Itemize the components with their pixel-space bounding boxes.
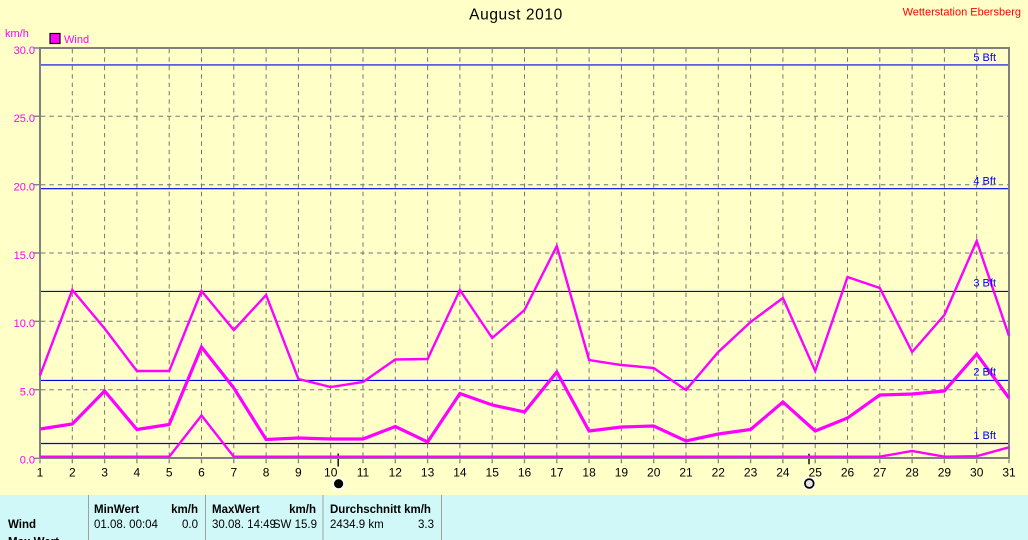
svg-text:10: 10 — [324, 465, 338, 479]
svg-text:Wind: Wind — [64, 34, 89, 46]
svg-text:August 2010: August 2010 — [469, 7, 563, 24]
svg-text:30.0: 30.0 — [14, 45, 35, 57]
svg-text:3 Bft: 3 Bft — [973, 277, 996, 289]
svg-text:17: 17 — [550, 465, 564, 479]
svg-text:MaxWert: MaxWert — [212, 504, 260, 516]
svg-text:26: 26 — [841, 465, 855, 479]
svg-text:27: 27 — [873, 465, 887, 479]
svg-text:6: 6 — [198, 465, 205, 479]
svg-text:10.0: 10.0 — [14, 318, 35, 330]
svg-text:5 Bft: 5 Bft — [973, 52, 996, 64]
svg-text:14: 14 — [453, 465, 467, 479]
svg-text:1 Bft: 1 Bft — [973, 430, 996, 442]
svg-text:23: 23 — [744, 465, 758, 479]
svg-text:12: 12 — [389, 465, 403, 479]
svg-text:2434.9 km: 2434.9 km — [330, 519, 384, 531]
svg-text:0.0: 0.0 — [20, 454, 35, 466]
svg-text:18: 18 — [582, 465, 596, 479]
svg-text:1: 1 — [37, 465, 44, 479]
svg-text:8: 8 — [263, 465, 270, 479]
svg-text:21: 21 — [679, 465, 693, 479]
svg-text:km/h: km/h — [171, 504, 198, 516]
svg-text:2 Bft: 2 Bft — [973, 367, 996, 379]
svg-text:25: 25 — [809, 465, 823, 479]
svg-text:13: 13 — [421, 465, 435, 479]
svg-text:5.0: 5.0 — [20, 387, 35, 399]
svg-text:Wind: Wind — [8, 519, 36, 531]
svg-text:Max Wert: Max Wert — [8, 537, 59, 540]
svg-text:01.08. 00:04: 01.08. 00:04 — [94, 519, 159, 531]
svg-text:30: 30 — [970, 465, 984, 479]
svg-text:4 Bft: 4 Bft — [973, 176, 996, 188]
svg-text:km/h: km/h — [289, 504, 316, 516]
svg-text:30.08. 14:49: 30.08. 14:49 — [212, 519, 276, 531]
svg-text:29: 29 — [938, 465, 952, 479]
svg-text:5: 5 — [166, 465, 173, 479]
svg-text:25.0: 25.0 — [14, 113, 35, 125]
svg-text:0.0: 0.0 — [182, 519, 198, 531]
svg-text:MinWert: MinWert — [94, 504, 139, 516]
svg-text:Durchschnitt km/h: Durchschnitt km/h — [330, 504, 431, 516]
svg-text:24: 24 — [776, 465, 790, 479]
svg-text:km/h: km/h — [5, 28, 29, 40]
svg-text:20: 20 — [647, 465, 661, 479]
svg-text:31: 31 — [1002, 465, 1016, 479]
svg-text:2: 2 — [69, 465, 76, 479]
svg-text:22: 22 — [712, 465, 726, 479]
svg-text:9: 9 — [295, 465, 302, 479]
svg-text:SW 15.9: SW 15.9 — [273, 519, 317, 531]
svg-text:4: 4 — [134, 465, 141, 479]
svg-text:7: 7 — [230, 465, 237, 479]
svg-text:3.3: 3.3 — [418, 519, 434, 531]
svg-text:20.0: 20.0 — [14, 182, 35, 194]
svg-text:19: 19 — [615, 465, 629, 479]
svg-text:15: 15 — [486, 465, 500, 479]
svg-text:28: 28 — [905, 465, 919, 479]
svg-text:Wetterstation Ebersberg: Wetterstation Ebersberg — [903, 7, 1021, 19]
svg-text:16: 16 — [518, 465, 532, 479]
svg-text:3: 3 — [101, 465, 108, 479]
svg-text:11: 11 — [357, 465, 370, 479]
svg-text:15.0: 15.0 — [14, 250, 35, 262]
